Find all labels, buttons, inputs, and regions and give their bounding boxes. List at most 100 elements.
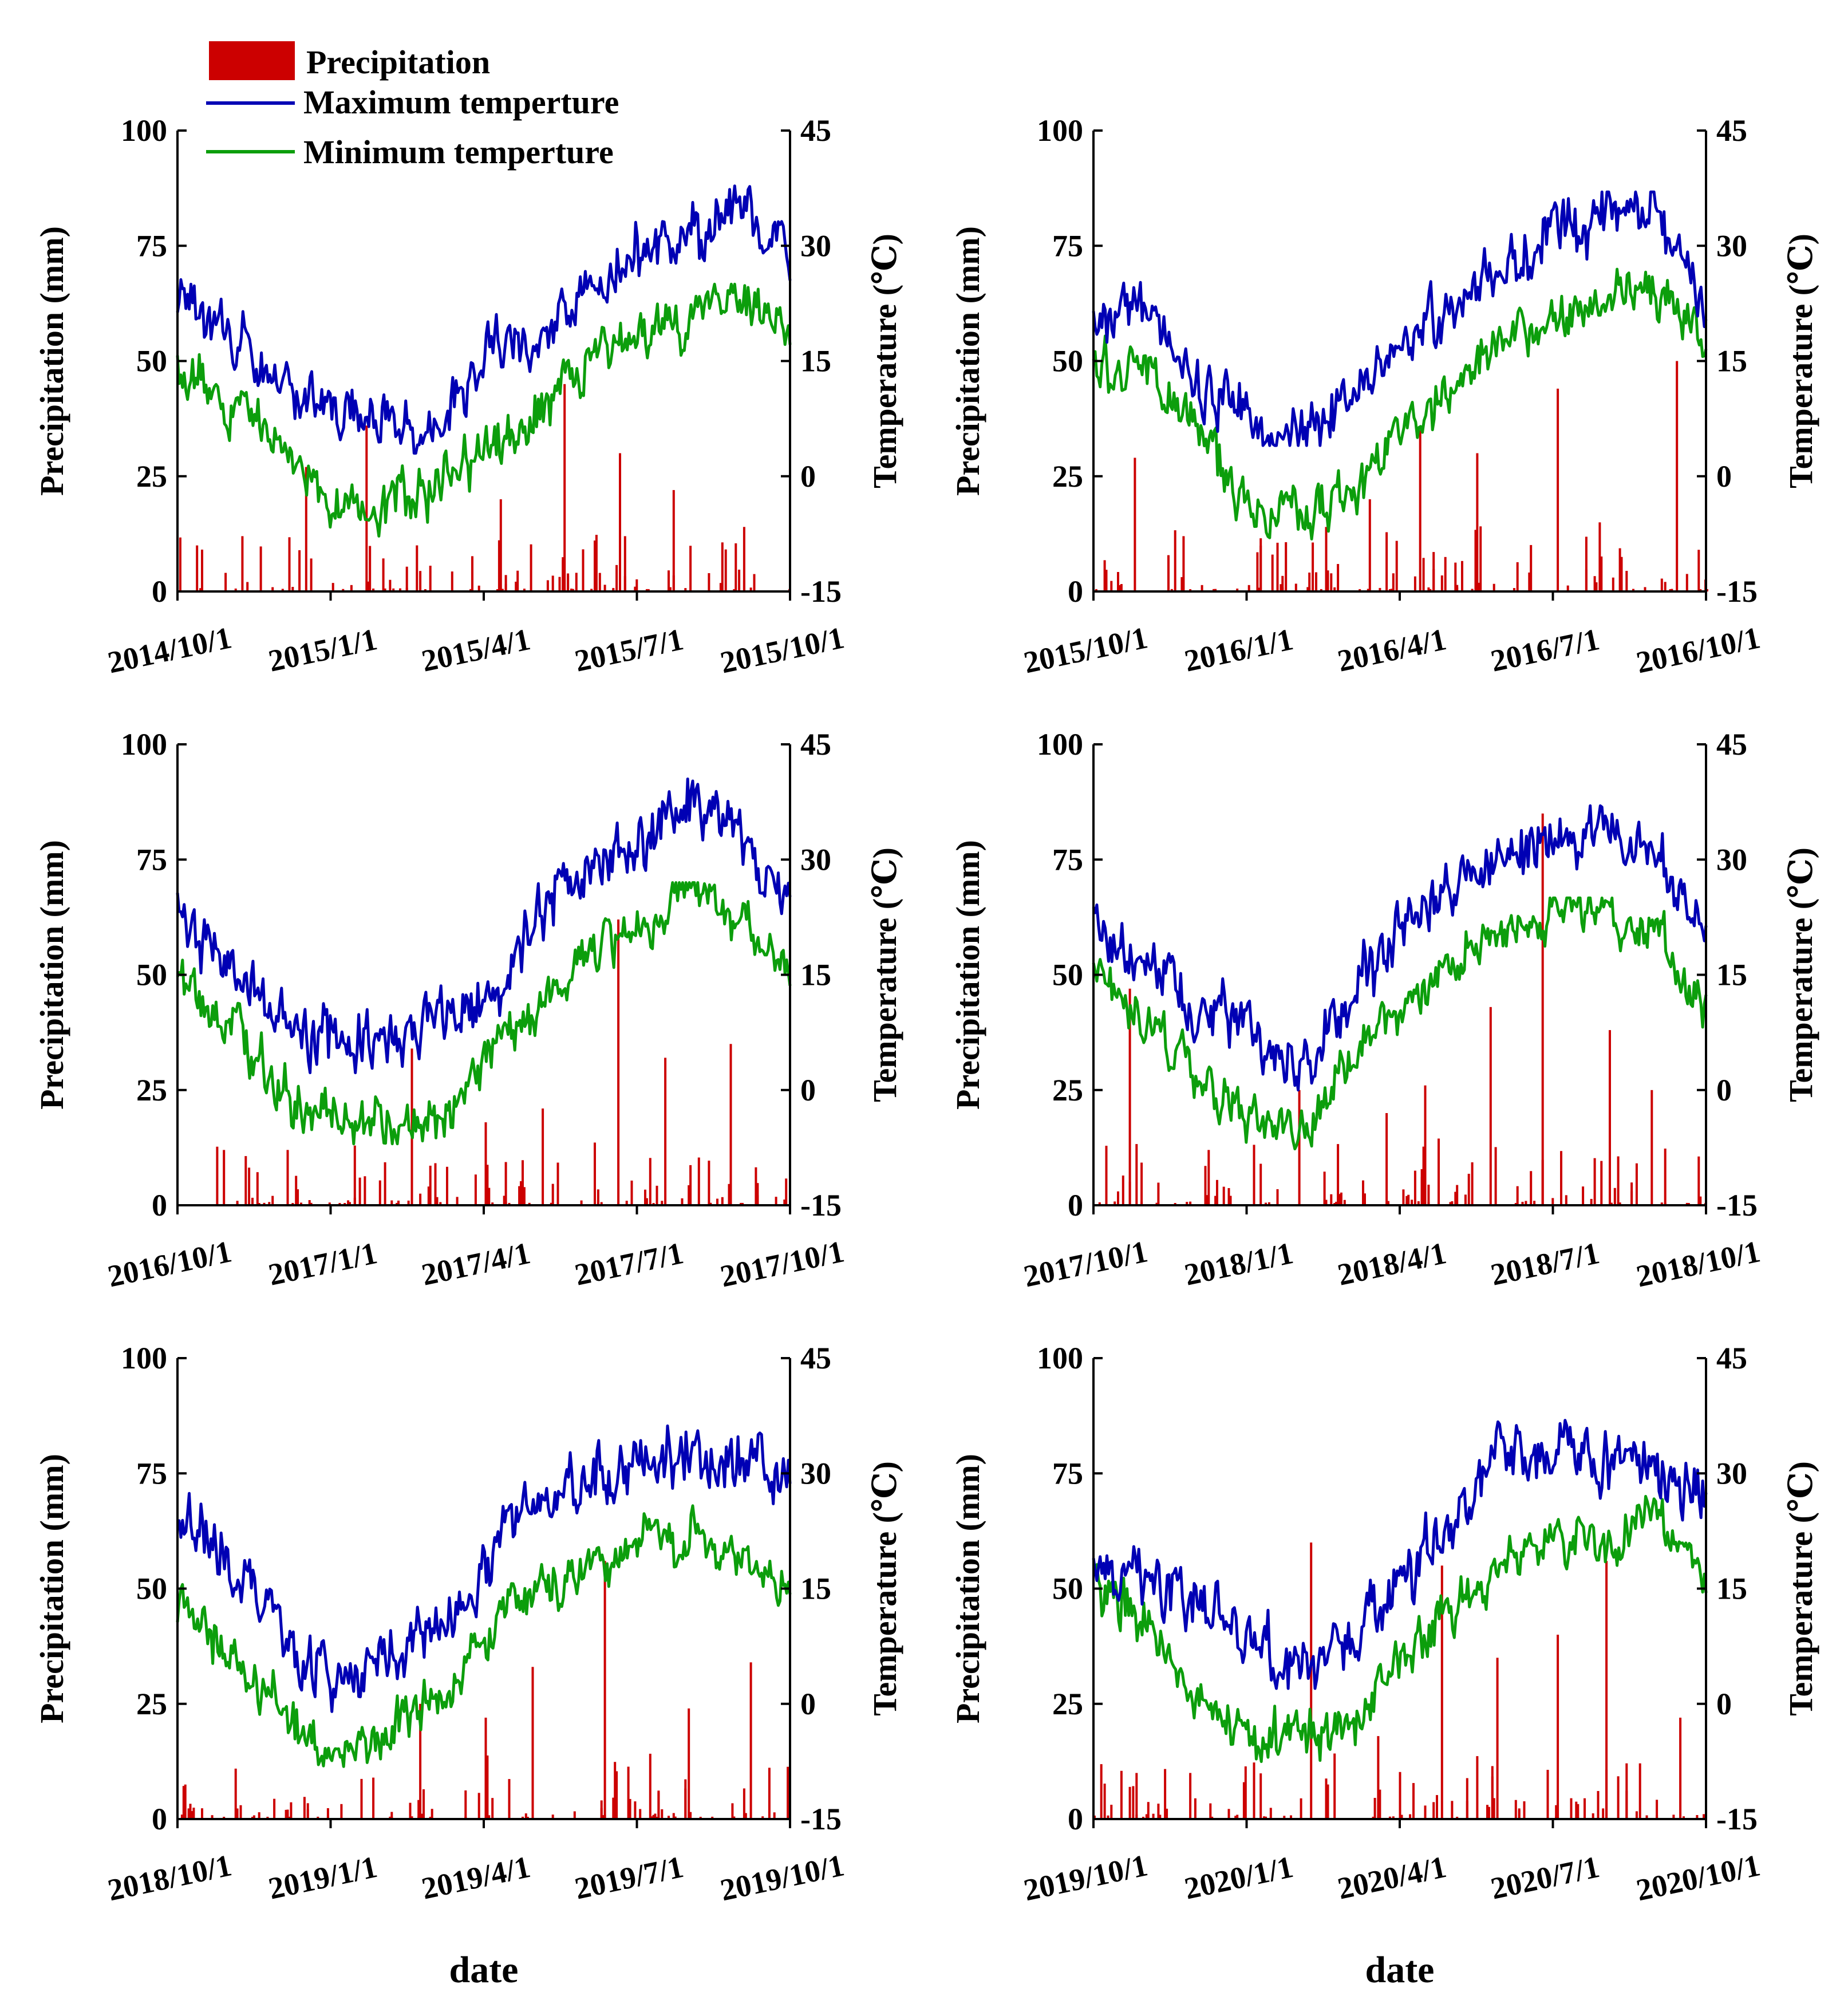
- precip-bar: [684, 1779, 687, 1819]
- precip-bar: [647, 589, 650, 591]
- precip-bar: [1412, 1783, 1415, 1819]
- precipitation-bars: [216, 919, 788, 1206]
- precip-bar: [563, 384, 566, 592]
- precip-bar: [390, 1816, 393, 1819]
- precip-bar: [234, 588, 237, 591]
- precip-bar: [488, 1815, 491, 1819]
- precip-bar: [656, 1185, 658, 1205]
- precip-bar: [191, 1811, 194, 1819]
- precip-bar: [1343, 1200, 1346, 1205]
- left-tick-label: 0: [1068, 1802, 1083, 1836]
- precip-bar: [1276, 1189, 1279, 1205]
- precip-bar: [612, 1797, 615, 1819]
- precip-bar: [1516, 1186, 1519, 1205]
- precip-bar: [252, 1815, 255, 1819]
- precip-bar: [350, 585, 353, 591]
- x-tick-label: 2015/1/1: [266, 622, 380, 678]
- right-tick-label: 15: [1716, 344, 1747, 378]
- precip-bar: [1253, 1145, 1255, 1205]
- precip-bar: [1417, 1201, 1420, 1205]
- precip-bar: [575, 573, 578, 591]
- precip-bar: [1605, 1770, 1608, 1819]
- precip-bar: [1379, 1789, 1381, 1819]
- precip-bar: [297, 1189, 299, 1205]
- precip-bar: [1451, 1201, 1454, 1205]
- precip-bar: [1582, 1186, 1585, 1205]
- precip-bar: [741, 1202, 744, 1205]
- precip-bar: [1454, 562, 1457, 591]
- left-tick-label: 50: [1052, 344, 1083, 378]
- precip-bar: [570, 589, 572, 591]
- precip-bar: [1432, 1802, 1435, 1819]
- precip-bar: [518, 1186, 521, 1205]
- right-axis-title: Temperature (℃): [1782, 847, 1819, 1102]
- left-tick-label: 100: [121, 727, 167, 762]
- left-tick-label: 100: [121, 113, 167, 148]
- precip-bar: [1424, 1085, 1427, 1205]
- precip-bar: [1330, 573, 1333, 591]
- precip-bar: [1206, 1195, 1209, 1205]
- precip-bar: [501, 589, 504, 591]
- precip-bar: [353, 1145, 356, 1205]
- x-tick-label: 2018/10/1: [105, 1848, 235, 1907]
- precip-bar: [1617, 1776, 1620, 1819]
- precip-bar: [756, 1183, 759, 1205]
- precip-bar: [1392, 1816, 1395, 1819]
- precip-bar: [1152, 1813, 1155, 1819]
- precip-bar: [1528, 572, 1531, 591]
- precip-bar: [1320, 589, 1322, 591]
- right-tick-label: 15: [800, 1572, 831, 1606]
- precip-bar: [1413, 576, 1416, 591]
- precip-bar: [405, 566, 408, 591]
- precip-bar: [1259, 1773, 1262, 1819]
- right-axis-title: Temperature (℃): [1782, 234, 1819, 488]
- precip-bar: [1570, 1816, 1573, 1819]
- precip-bar: [1683, 1816, 1685, 1819]
- right-tick-label: -15: [1716, 1802, 1758, 1836]
- precip-bar: [382, 558, 385, 591]
- legend-label-min-temperature: Minimum temperture: [303, 133, 614, 171]
- precip-bar: [201, 1808, 203, 1819]
- precip-bar: [1105, 570, 1108, 591]
- precip-bar: [1110, 581, 1113, 591]
- precip-bar: [1478, 582, 1480, 591]
- x-tick-label: 2020/4/1: [1334, 1849, 1449, 1906]
- precip-bar: [1326, 570, 1329, 591]
- precip-bar: [1338, 1194, 1341, 1205]
- precip-bar: [372, 589, 375, 591]
- precip-bar: [1174, 530, 1176, 591]
- precip-bar: [1265, 1816, 1267, 1819]
- precip-bar: [1419, 430, 1421, 592]
- precip-bar: [1145, 1814, 1148, 1819]
- precip-bar: [542, 1108, 544, 1205]
- precip-bar: [1325, 550, 1328, 591]
- precip-bar: [657, 1790, 660, 1819]
- precip-bar: [286, 1809, 289, 1819]
- precip-bar: [697, 1157, 700, 1205]
- precip-bar: [531, 1667, 534, 1819]
- right-tick-label: 45: [1716, 1341, 1747, 1375]
- precip-bar: [1461, 561, 1463, 591]
- precip-bar: [484, 1122, 487, 1205]
- precip-bar: [711, 1816, 714, 1819]
- precip-bar: [1618, 1202, 1621, 1205]
- precip-bar: [1513, 588, 1515, 591]
- precip-bar: [1128, 1786, 1131, 1819]
- precip-bar: [1164, 1769, 1167, 1819]
- precip-bar: [427, 1186, 430, 1205]
- precip-bar: [1399, 1772, 1401, 1819]
- precip-bar: [668, 1816, 670, 1819]
- precip-bar: [1635, 1811, 1638, 1819]
- precip-bar: [291, 587, 294, 591]
- precip-bar: [661, 1201, 664, 1205]
- precip-bar: [783, 1200, 786, 1205]
- precip-bar: [1373, 1798, 1376, 1819]
- chart-panel-2018-2019: 0 25 50 75 100 -15 0 15 30 45 2018/10/1 2019/1/1 201…: [33, 1341, 903, 1908]
- precip-bar: [300, 1202, 302, 1205]
- precip-bar: [1625, 1763, 1628, 1819]
- precip-bar: [347, 1200, 350, 1205]
- right-tick-label: 0: [1716, 459, 1732, 494]
- precip-bar: [271, 1196, 274, 1205]
- left-tick-label: 50: [136, 1572, 167, 1606]
- precip-bar: [1315, 572, 1317, 591]
